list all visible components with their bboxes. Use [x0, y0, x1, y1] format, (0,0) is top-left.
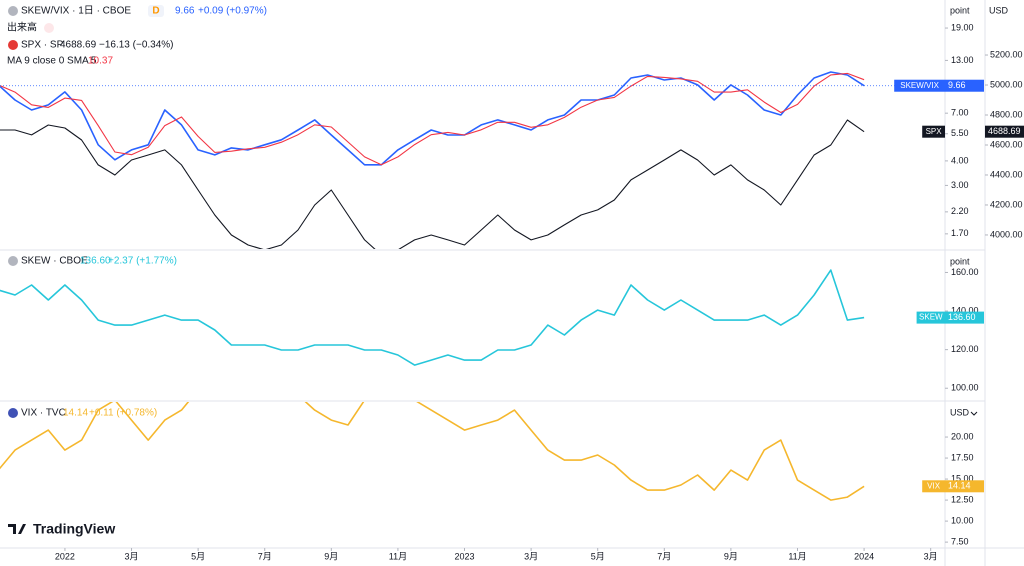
badge [148, 5, 164, 17]
y-tick-label: 13.00 [951, 55, 974, 65]
volume-label: 出来高 [7, 21, 37, 34]
x-tick-label: 7月 [657, 551, 671, 561]
series-line [0, 71, 865, 166]
logo-icon [8, 524, 26, 534]
x-tick-label: 9月 [324, 551, 338, 561]
x-tick-label: 2024 [854, 551, 874, 561]
x-tick-label: 7月 [258, 551, 272, 561]
x-tick-label: 3月 [125, 551, 139, 561]
axis-unit: USD [989, 5, 1009, 15]
x-tick-label: 11月 [389, 551, 407, 561]
symbol-icon [8, 408, 18, 418]
interval-badge[interactable]: D [152, 6, 159, 17]
y-tick-label: 100.00 [951, 383, 979, 393]
ma-title: MA 9 close 0 SMA 5 [7, 56, 97, 67]
y-tick-label: 3.00 [951, 180, 969, 190]
y2-tick-label: 4800.00 [990, 109, 1023, 119]
y-tick-label: 140.00 [951, 305, 979, 315]
tag-value: 136.60 [948, 312, 976, 322]
symbol-title: VIX · TVC [21, 408, 66, 419]
y-tick-label: 12.50 [951, 494, 974, 504]
spx-price: 4688.69 [60, 40, 97, 51]
tag-value-box [945, 79, 984, 92]
y-tick-label: 1.70 [951, 228, 969, 238]
series-line [0, 402, 865, 501]
spx-change: −16.13 (−0.34%) [99, 40, 174, 51]
change: +0.11 (+0.78%) [89, 408, 157, 419]
tag-box [894, 79, 945, 92]
symbol-title: SKEW/VIX · 1日 · CBOE [21, 6, 131, 17]
x-tick-label: 2023 [454, 551, 474, 561]
warning-icon [44, 23, 54, 33]
y2-tick-label: 4400.00 [990, 169, 1023, 179]
tag-name: SKEW/VIX [900, 81, 939, 90]
symbol-title: SKEW · CBOE [21, 256, 88, 267]
change: +2.37 (+1.77%) [108, 256, 177, 267]
tag-name: SKEW [919, 313, 943, 322]
tag-value-box [945, 480, 984, 493]
y-tick-label: 10.00 [951, 515, 974, 525]
y-tick-label: 7.50 [951, 536, 969, 546]
y2-tick-label: 4600.00 [990, 139, 1023, 149]
tag-name: SPX [926, 127, 943, 136]
price: 14.14 [63, 408, 88, 419]
x-tick-label: 9月 [724, 551, 738, 561]
tag-value-box [985, 125, 1024, 138]
x-tick-label: 5月 [591, 551, 605, 561]
y-tick-label: 4.00 [951, 155, 969, 165]
logo: TradingView [33, 521, 115, 537]
spx-title: SPX · SP [21, 40, 64, 51]
tag-box [922, 480, 945, 493]
tag-name: VIX [927, 481, 941, 490]
tag-value-box [945, 311, 984, 324]
y-tick-label: 19.00 [951, 22, 974, 32]
axis-unit[interactable]: USD [950, 407, 970, 417]
symbol-icon [8, 256, 18, 266]
series-line [0, 72, 865, 166]
price: 136.60 [80, 256, 111, 267]
axis-unit: point [950, 256, 970, 266]
series-line [0, 269, 865, 366]
axis-unit: point [950, 5, 970, 15]
x-tick-label: 2022 [55, 551, 75, 561]
symbol-icon [8, 6, 18, 16]
y2-tick-label: 5200.00 [990, 49, 1023, 59]
tag-box [916, 311, 945, 324]
price: 9.66 [175, 6, 195, 17]
y2-tick-label: 5000.00 [990, 79, 1023, 89]
y-tick-label: 160.00 [951, 267, 979, 277]
x-tick-label: 5月 [191, 551, 205, 561]
y-tick-label: 20.00 [951, 431, 974, 441]
y-tick-label: 2.20 [951, 206, 969, 216]
dropdown-arrow [970, 411, 978, 416]
y-tick-label: 15.00 [951, 473, 974, 483]
symbol-icon [8, 40, 18, 50]
y2-tick-label: 4200.00 [990, 199, 1023, 209]
y-tick-label: 7.00 [951, 108, 969, 118]
y-tick-label: 120.00 [951, 344, 979, 354]
y2-tick-label: 4000.00 [990, 229, 1023, 239]
tag-box [922, 125, 945, 138]
series-line [0, 119, 865, 249]
x-tick-label: 11月 [788, 551, 806, 561]
tag-value: 14.14 [948, 481, 971, 491]
tag-value: 4688.69 [988, 126, 1021, 136]
tag-value: 9.66 [948, 80, 966, 90]
x-tick-label: 3月 [924, 551, 938, 561]
y-tick-label: 5.50 [951, 128, 969, 138]
ma-value: 10.37 [88, 56, 113, 67]
change: +0.09 (+0.97%) [198, 6, 267, 17]
x-tick-label: 3月 [524, 551, 538, 561]
y-tick-label: 17.50 [951, 452, 974, 462]
